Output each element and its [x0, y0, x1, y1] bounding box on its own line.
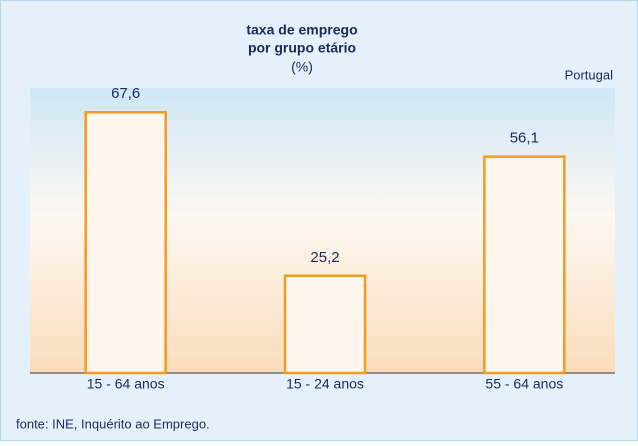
source: fonte: INE, Inquérito ao Emprego.: [16, 416, 210, 431]
annotation: Portugal: [565, 67, 614, 82]
value-label: 25,2: [310, 249, 339, 266]
bar: [84, 110, 167, 375]
value-label: 67,6: [111, 85, 140, 102]
chart-title: por grupo etário: [248, 40, 356, 56]
chart-title: taxa de emprego: [246, 22, 357, 38]
x-tick-label: 55 - 64 anos: [485, 376, 563, 392]
bar: [483, 155, 566, 375]
value-label: 56,1: [510, 130, 539, 147]
chart-subtitle: (%): [291, 59, 313, 75]
x-tick-label: 15 - 24 anos: [286, 376, 364, 392]
bar: [283, 274, 367, 375]
x-tick-label: 15 - 64 anos: [87, 376, 165, 392]
